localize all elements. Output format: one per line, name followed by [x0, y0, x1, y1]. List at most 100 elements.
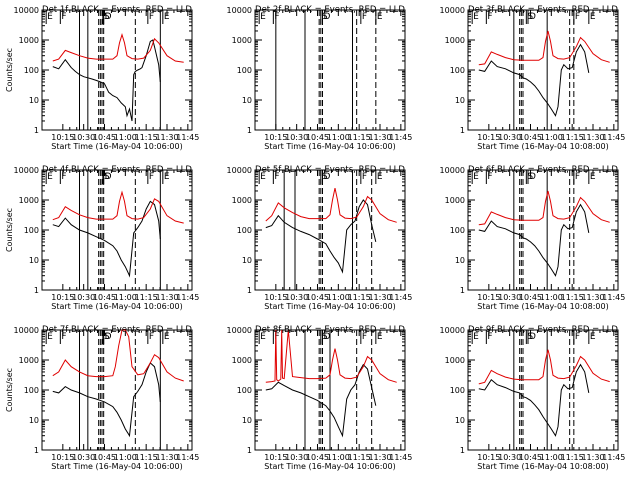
flag-label: S [527, 332, 533, 342]
x-axis-label: Start Time (16-May-04 10:08:00) [477, 462, 608, 471]
y-tick-label: 10 [29, 416, 39, 425]
flag-label: E [164, 172, 170, 182]
flag-label: F [149, 12, 154, 22]
flag-label: E [164, 12, 170, 22]
panel-det-1: E F SD F E11010010001000010:1510:3010:4511:0… [5, 5, 199, 151]
series-line-lld [478, 30, 610, 66]
y-tick-label: 1000 [232, 36, 252, 45]
panel-det-9: E F SD F E11010010001000010:1510:3010:4511:0… [440, 325, 626, 471]
flag-label: S [527, 172, 533, 182]
flag-label: E [590, 172, 596, 182]
series-line-lld [52, 190, 184, 224]
flag-label: F [575, 332, 580, 342]
x-tick-label: 10:15 [51, 293, 74, 302]
x-tick-label: 11:15 [561, 453, 584, 462]
x-tick-label: 11:00 [327, 293, 350, 302]
flag-label: E [377, 172, 383, 182]
y-tick-label: 100 [237, 226, 252, 235]
y-tick-label: 10000 [440, 326, 465, 335]
y-tick-label: 10000 [14, 326, 39, 335]
y-tick-label: 10000 [14, 166, 39, 175]
flag-label: D [529, 172, 536, 182]
x-tick-label: 11:30 [368, 453, 391, 462]
chart-title: Det 1f BLACK = Events, RED = LLD [42, 5, 192, 15]
x-tick-label: 11:45 [389, 293, 412, 302]
chart-title: Det 9f BLACK = Events, RED = LLD [468, 325, 618, 335]
y-tick-label: 1000 [232, 196, 252, 205]
flag-label: E [47, 172, 53, 182]
series-line-events [52, 200, 161, 278]
flag-label: F [575, 172, 580, 182]
flag-label: E [473, 12, 479, 22]
panel-det-5: E F SD F E11010010001000010:1510:3010:4511:0… [227, 165, 413, 311]
y-tick-label: 10 [242, 256, 252, 265]
x-tick-label: 11:15 [561, 133, 584, 142]
flag-label: D [529, 332, 536, 342]
chart-title: Det 6f BLACK = Events, RED = LLD [468, 165, 618, 175]
y-tick-label: 10 [242, 416, 252, 425]
x-tick-label: 10:45 [306, 453, 329, 462]
x-axis-label: Start Time (16-May-04 10:06:00) [51, 142, 182, 151]
x-tick-label: 11:45 [176, 293, 199, 302]
flag-label: F [61, 332, 66, 342]
x-tick-label: 11:00 [327, 453, 350, 462]
series-line-events [478, 43, 590, 117]
y-axis-label: Counts/sec [5, 208, 14, 252]
x-tick-label: 11:45 [389, 133, 412, 142]
panel-det-7: E F SD F E11010010001000010:1510:3010:4511:0… [5, 325, 199, 471]
y-tick-label: 10 [29, 256, 39, 265]
panel-det-6: E F SD F E11010010001000010:1510:3010:4511:0… [440, 165, 626, 311]
y-axis-label: Counts/sec [5, 48, 14, 92]
flag-label: E [47, 332, 53, 342]
flag-label: F [487, 332, 492, 342]
x-tick-label: 10:15 [51, 133, 74, 142]
x-tick-label: 11:45 [176, 133, 199, 142]
series-line-lld [265, 329, 397, 383]
flag-label: E [590, 12, 596, 22]
flag-label: F [149, 172, 154, 182]
flag-label: D [324, 12, 331, 22]
y-tick-label: 1 [460, 446, 465, 455]
flag-label: E [260, 172, 266, 182]
y-tick-label: 10 [29, 96, 39, 105]
series-line-events [478, 363, 590, 437]
flag-label: S [104, 332, 110, 342]
y-tick-label: 1 [247, 446, 252, 455]
plot-frame [467, 329, 619, 451]
x-tick-label: 11:00 [114, 293, 137, 302]
x-axis-label: Start Time (16-May-04 10:06:00) [51, 462, 182, 471]
y-tick-label: 100 [450, 386, 465, 395]
x-tick-label: 10:15 [264, 453, 287, 462]
x-tick-label: 10:45 [306, 293, 329, 302]
x-tick-label: 11:45 [389, 453, 412, 462]
x-tick-label: 11:00 [540, 133, 563, 142]
flag-label: S [322, 12, 328, 22]
x-tick-label: 10:45 [519, 293, 542, 302]
flag-label: E [377, 332, 383, 342]
y-tick-label: 10000 [14, 6, 39, 15]
y-tick-label: 1000 [445, 196, 465, 205]
x-tick-label: 11:45 [176, 453, 199, 462]
x-tick-label: 11:15 [348, 453, 371, 462]
x-tick-label: 11:00 [540, 293, 563, 302]
flag-label: F [487, 172, 492, 182]
y-tick-label: 1 [460, 126, 465, 135]
x-axis-label: Start Time (16-May-04 10:06:00) [264, 462, 395, 471]
y-tick-label: 1 [34, 286, 39, 295]
x-tick-label: 11:30 [368, 293, 391, 302]
chart-title: Det 8f BLACK = Events, RED = LLD [255, 325, 405, 335]
panel-det-2: E F SD F E11010010001000010:1510:3010:4511:0… [227, 5, 413, 151]
y-tick-label: 10000 [227, 166, 252, 175]
y-tick-label: 1 [247, 126, 252, 135]
x-tick-label: 10:15 [51, 453, 74, 462]
x-tick-label: 11:30 [155, 453, 178, 462]
x-tick-label: 11:00 [114, 453, 137, 462]
x-tick-label: 10:30 [498, 133, 521, 142]
y-tick-label: 100 [450, 66, 465, 75]
plot-frame [41, 169, 193, 291]
flag-label: E [260, 332, 266, 342]
flag-label: F [362, 332, 367, 342]
plot-frame [254, 9, 406, 131]
flag-label: S [104, 172, 110, 182]
